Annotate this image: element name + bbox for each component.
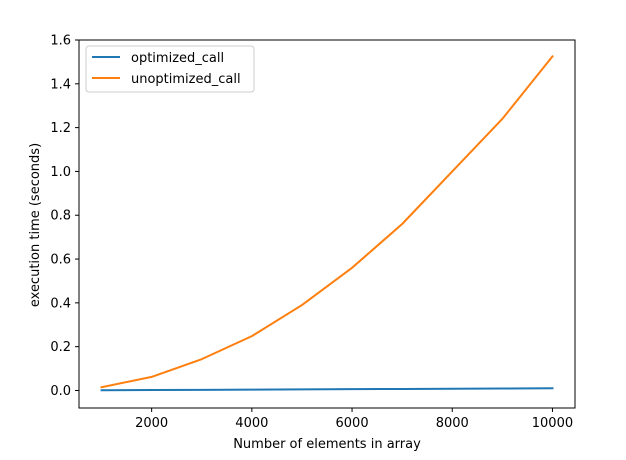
plot-frame [78, 39, 576, 409]
legend-label: optimized_call [131, 51, 224, 66]
y-tick-label: 1.2 [50, 121, 71, 136]
y-axis-label: execution time (seconds) [28, 143, 43, 307]
x-tick-label: 6000 [336, 416, 369, 431]
y-tick-label: 0.6 [50, 253, 71, 268]
y-tick-label: 0.2 [50, 340, 71, 355]
y-tick-label: 0.8 [50, 209, 71, 224]
legend-label: unoptimized_call [131, 72, 241, 87]
series-line-optimized-call [100, 387, 554, 392]
x-tick-label: 4000 [235, 416, 268, 431]
legend: optimized_call unoptimized_call [85, 45, 255, 93]
y-tick-label: 1.4 [50, 77, 71, 92]
y-tick-label: 1.0 [50, 165, 71, 180]
y-tick-label: 0.0 [50, 384, 71, 399]
y-tick-label: 0.4 [50, 296, 71, 311]
axes-layer: 2000 4000 6000 8000 10000 0.0 0.2 0.4 0.6 0.8 1.0 1… [50, 34, 576, 431]
x-tick-label: 2000 [135, 416, 168, 431]
legend-box [85, 45, 255, 93]
x-tick-label: 10000 [532, 416, 573, 431]
x-axis-label: Number of elements in array [233, 437, 421, 452]
series-layer [100, 55, 554, 392]
y-tick-label: 1.6 [50, 34, 71, 49]
series-line-unoptimized-call [100, 55, 554, 389]
x-tick-label: 8000 [436, 416, 469, 431]
